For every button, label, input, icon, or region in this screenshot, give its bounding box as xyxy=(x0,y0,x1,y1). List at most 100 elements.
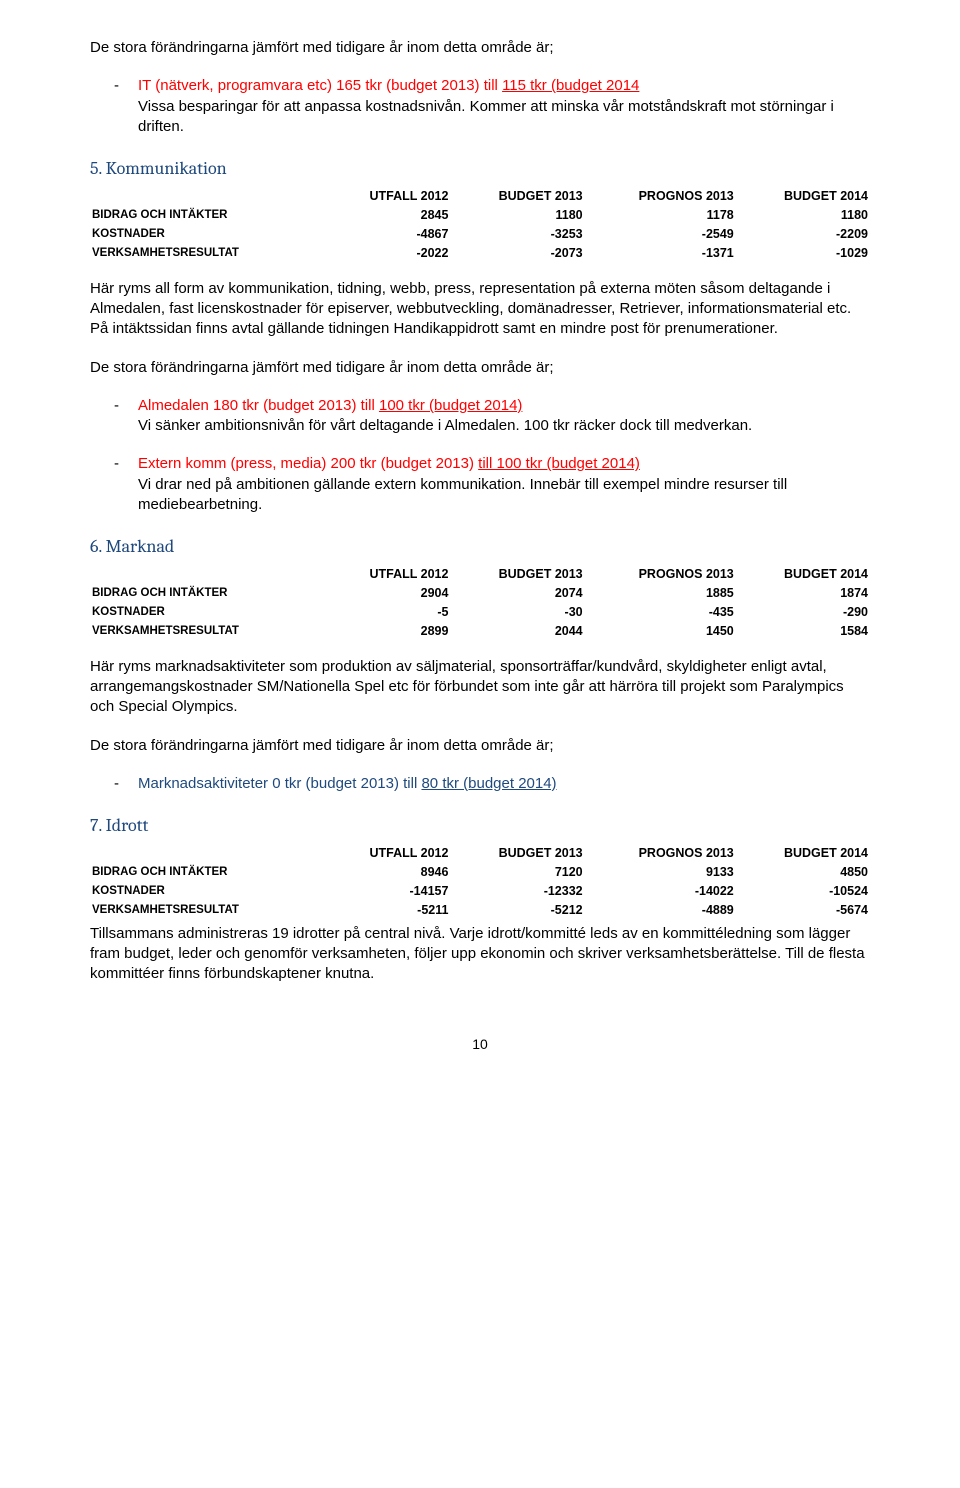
table-row: BIDRAG OCH INTÄKTER 2904 2074 1885 1874 xyxy=(90,584,870,603)
table-row: KOSTNADER -4867 -3253 -2549 -2209 xyxy=(90,225,870,244)
table-marknad: UTFALL 2012 BUDGET 2013 PROGNOS 2013 BUD… xyxy=(90,565,870,641)
table-header-row: UTFALL 2012 BUDGET 2013 PROGNOS 2013 BUD… xyxy=(90,565,870,584)
section7-para: Tillsammans administreras 19 idrotter på… xyxy=(90,924,870,985)
cell: 2845 xyxy=(324,206,450,225)
cell: -435 xyxy=(585,603,736,622)
cell: -14022 xyxy=(585,882,736,901)
cell: -4889 xyxy=(585,901,736,920)
col-budget2013: BUDGET 2013 xyxy=(450,844,584,863)
bullet-it-lead: IT (nätverk, programvara etc) 165 tkr (b… xyxy=(138,77,502,94)
table-row: VERKSAMHETSRESULTAT 2899 2044 1450 1584 xyxy=(90,622,870,641)
section4-bullets: IT (nätverk, programvara etc) 165 tkr (b… xyxy=(90,76,870,137)
cell: -2073 xyxy=(450,244,584,263)
table-row: KOSTNADER -5 -30 -435 -290 xyxy=(90,603,870,622)
row-label: KOSTNADER xyxy=(90,603,324,622)
cell: 2044 xyxy=(450,622,584,641)
bullet-title: Extern komm (press, media) 200 tkr (budg… xyxy=(138,455,478,472)
row-label: VERKSAMHETSRESULTAT xyxy=(90,901,324,920)
bullet-underline: 80 tkr (budget 2014) xyxy=(421,775,556,792)
col-prognos2013: PROGNOS 2013 xyxy=(585,565,736,584)
bullet-title: Marknadsaktiviteter 0 tkr (budget 2013) … xyxy=(138,775,421,792)
cell: -3253 xyxy=(450,225,584,244)
cell: -2549 xyxy=(585,225,736,244)
section6-bullets: Marknadsaktiviteter 0 tkr (budget 2013) … xyxy=(90,774,870,794)
table-row: BIDRAG OCH INTÄKTER 8946 7120 9133 4850 xyxy=(90,863,870,882)
bullet-underline: till 100 tkr (budget 2014) xyxy=(478,455,640,472)
col-blank xyxy=(90,187,324,206)
table-row: KOSTNADER -14157 -12332 -14022 -10524 xyxy=(90,882,870,901)
cell: 9133 xyxy=(585,863,736,882)
heading-kommunikation: 5. Kommunikation xyxy=(90,157,870,181)
compare-text: De stora förändringarna jämfört med tidi… xyxy=(90,38,870,58)
cell: -1029 xyxy=(736,244,870,263)
row-label: BIDRAG OCH INTÄKTER xyxy=(90,206,324,225)
cell: 8946 xyxy=(324,863,450,882)
row-label: VERKSAMHETSRESULTAT xyxy=(90,622,324,641)
cell: -5212 xyxy=(450,901,584,920)
bullet-it-underline: 115 tkr (budget 2014 xyxy=(502,77,639,94)
cell: 2904 xyxy=(324,584,450,603)
col-prognos2013: PROGNOS 2013 xyxy=(585,187,736,206)
cell: 1180 xyxy=(450,206,584,225)
col-prognos2013: PROGNOS 2013 xyxy=(585,844,736,863)
table-idrott: UTFALL 2012 BUDGET 2013 PROGNOS 2013 BUD… xyxy=(90,844,870,920)
section6-para: Här ryms marknadsaktiviteter som produkt… xyxy=(90,657,870,718)
cell: 7120 xyxy=(450,863,584,882)
compare-text: De stora förändringarna jämfört med tidi… xyxy=(90,736,870,756)
cell: -4867 xyxy=(324,225,450,244)
table-kommunikation: UTFALL 2012 BUDGET 2013 PROGNOS 2013 BUD… xyxy=(90,187,870,263)
cell: -1371 xyxy=(585,244,736,263)
cell: -5 xyxy=(324,603,450,622)
row-label: BIDRAG OCH INTÄKTER xyxy=(90,863,324,882)
bullet-almedalen: Almedalen 180 tkr (budget 2013) till 100… xyxy=(138,396,870,437)
cell: -14157 xyxy=(324,882,450,901)
row-label: VERKSAMHETSRESULTAT xyxy=(90,244,324,263)
cell: -5211 xyxy=(324,901,450,920)
col-blank xyxy=(90,565,324,584)
section5-para: Här ryms all form av kommunikation, tidn… xyxy=(90,279,870,340)
bullet-it-body: Vissa besparingar för att anpassa kostna… xyxy=(138,98,834,135)
col-budget2013: BUDGET 2013 xyxy=(450,187,584,206)
bullet-underline: 100 tkr (budget 2014) xyxy=(379,397,522,414)
cell: -30 xyxy=(450,603,584,622)
col-utfall: UTFALL 2012 xyxy=(324,187,450,206)
col-utfall: UTFALL 2012 xyxy=(324,565,450,584)
cell: -290 xyxy=(736,603,870,622)
cell: 1874 xyxy=(736,584,870,603)
col-budget2014: BUDGET 2014 xyxy=(736,187,870,206)
section5-bullets: Almedalen 180 tkr (budget 2013) till 100… xyxy=(90,396,870,515)
cell: 2899 xyxy=(324,622,450,641)
document-page: De stora förändringarna jämfört med tidi… xyxy=(0,0,960,1094)
table-row: BIDRAG OCH INTÄKTER 2845 1180 1178 1180 xyxy=(90,206,870,225)
compare-text: De stora förändringarna jämfört med tidi… xyxy=(90,358,870,378)
table-header-row: UTFALL 2012 BUDGET 2013 PROGNOS 2013 BUD… xyxy=(90,187,870,206)
cell: 2074 xyxy=(450,584,584,603)
cell: -12332 xyxy=(450,882,584,901)
cell: 1885 xyxy=(585,584,736,603)
col-budget2014: BUDGET 2014 xyxy=(736,844,870,863)
cell: 1180 xyxy=(736,206,870,225)
cell: 1584 xyxy=(736,622,870,641)
col-blank xyxy=(90,844,324,863)
heading-idrott: 7. Idrott xyxy=(90,814,870,838)
bullet-body: Vi sänker ambitionsnivån för vårt deltag… xyxy=(138,417,752,434)
cell: -2209 xyxy=(736,225,870,244)
cell: 1450 xyxy=(585,622,736,641)
page-number: 10 xyxy=(90,1035,870,1054)
cell: -2022 xyxy=(324,244,450,263)
table-row: VERKSAMHETSRESULTAT -5211 -5212 -4889 -5… xyxy=(90,901,870,920)
bullet-it: IT (nätverk, programvara etc) 165 tkr (b… xyxy=(138,76,870,137)
table-header-row: UTFALL 2012 BUDGET 2013 PROGNOS 2013 BUD… xyxy=(90,844,870,863)
cell: -10524 xyxy=(736,882,870,901)
col-budget2014: BUDGET 2014 xyxy=(736,565,870,584)
col-budget2013: BUDGET 2013 xyxy=(450,565,584,584)
cell: -5674 xyxy=(736,901,870,920)
heading-marknad: 6. Marknad xyxy=(90,535,870,559)
bullet-extern-komm: Extern komm (press, media) 200 tkr (budg… xyxy=(138,454,870,515)
bullet-body: Vi drar ned på ambitionen gällande exter… xyxy=(138,476,787,513)
cell: 4850 xyxy=(736,863,870,882)
table-row: VERKSAMHETSRESULTAT -2022 -2073 -1371 -1… xyxy=(90,244,870,263)
bullet-marknadsaktiviteter: Marknadsaktiviteter 0 tkr (budget 2013) … xyxy=(138,774,870,794)
bullet-title: Almedalen 180 tkr (budget 2013) till xyxy=(138,397,379,414)
row-label: BIDRAG OCH INTÄKTER xyxy=(90,584,324,603)
